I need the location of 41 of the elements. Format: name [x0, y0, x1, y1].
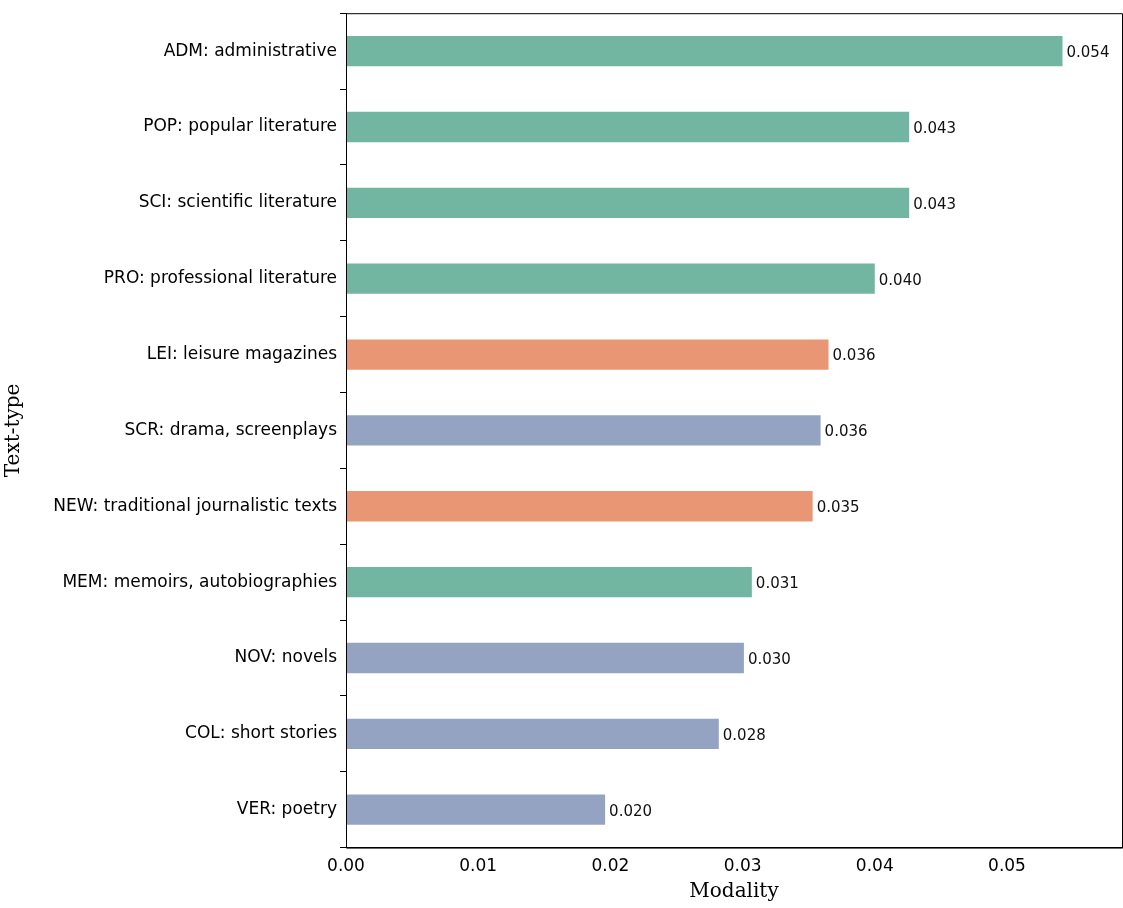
- y-axis-title: Text-type: [0, 383, 25, 478]
- data-label: 0.054: [1066, 43, 1110, 62]
- y-tick-label: COL: short stories: [185, 722, 338, 743]
- data-label: 0.028: [722, 725, 766, 744]
- x-tick-label: 0.02: [591, 855, 630, 876]
- y-tick-label: LEI: leisure magazines: [146, 342, 338, 363]
- bar: [346, 187, 910, 219]
- data-label: 0.040: [878, 270, 922, 289]
- x-tick-label: 0.03: [723, 855, 762, 876]
- bar: [346, 566, 752, 598]
- data-label: 0.020: [609, 801, 653, 820]
- data-label: 0.031: [755, 574, 799, 592]
- x-tick-label: 0.04: [855, 855, 894, 876]
- bar: [346, 415, 821, 446]
- bar: [346, 111, 910, 143]
- x-tick-label: 0.05: [988, 855, 1026, 876]
- data-label: 0.036: [832, 346, 876, 365]
- y-tick-label: NEW: traditional journalistic texts: [53, 494, 338, 515]
- bar: [346, 35, 1063, 67]
- x-axis-title: Modality: [689, 878, 780, 903]
- y-tick-label: NOV: novels: [234, 646, 338, 667]
- data-label: 0.043: [913, 118, 957, 137]
- y-tick-label: POP: popular literature: [143, 115, 337, 136]
- data-label: 0.036: [824, 422, 868, 441]
- data-label: 0.035: [816, 498, 860, 517]
- bar: [346, 263, 875, 294]
- data-label: 0.030: [747, 649, 791, 668]
- y-tick-label: SCI: scientific literature: [138, 191, 337, 212]
- y-tick-label: ADM: administrative: [163, 39, 337, 60]
- y-tick-label: VER: poetry: [236, 798, 337, 819]
- y-tick-label: MEM: memoirs, autobiographies: [62, 570, 338, 591]
- bar: [346, 718, 719, 749]
- x-tick-label: 0.00: [327, 855, 365, 876]
- bar: [346, 339, 829, 370]
- bar: [346, 794, 606, 825]
- y-tick-label: PRO: professional literature: [103, 267, 337, 288]
- y-tick-label: SCR: drama, screenplays: [124, 418, 338, 439]
- x-tick-label: 0.01: [459, 855, 498, 876]
- bar: [346, 642, 744, 674]
- bar: [346, 491, 813, 522]
- data-label: 0.043: [913, 194, 957, 213]
